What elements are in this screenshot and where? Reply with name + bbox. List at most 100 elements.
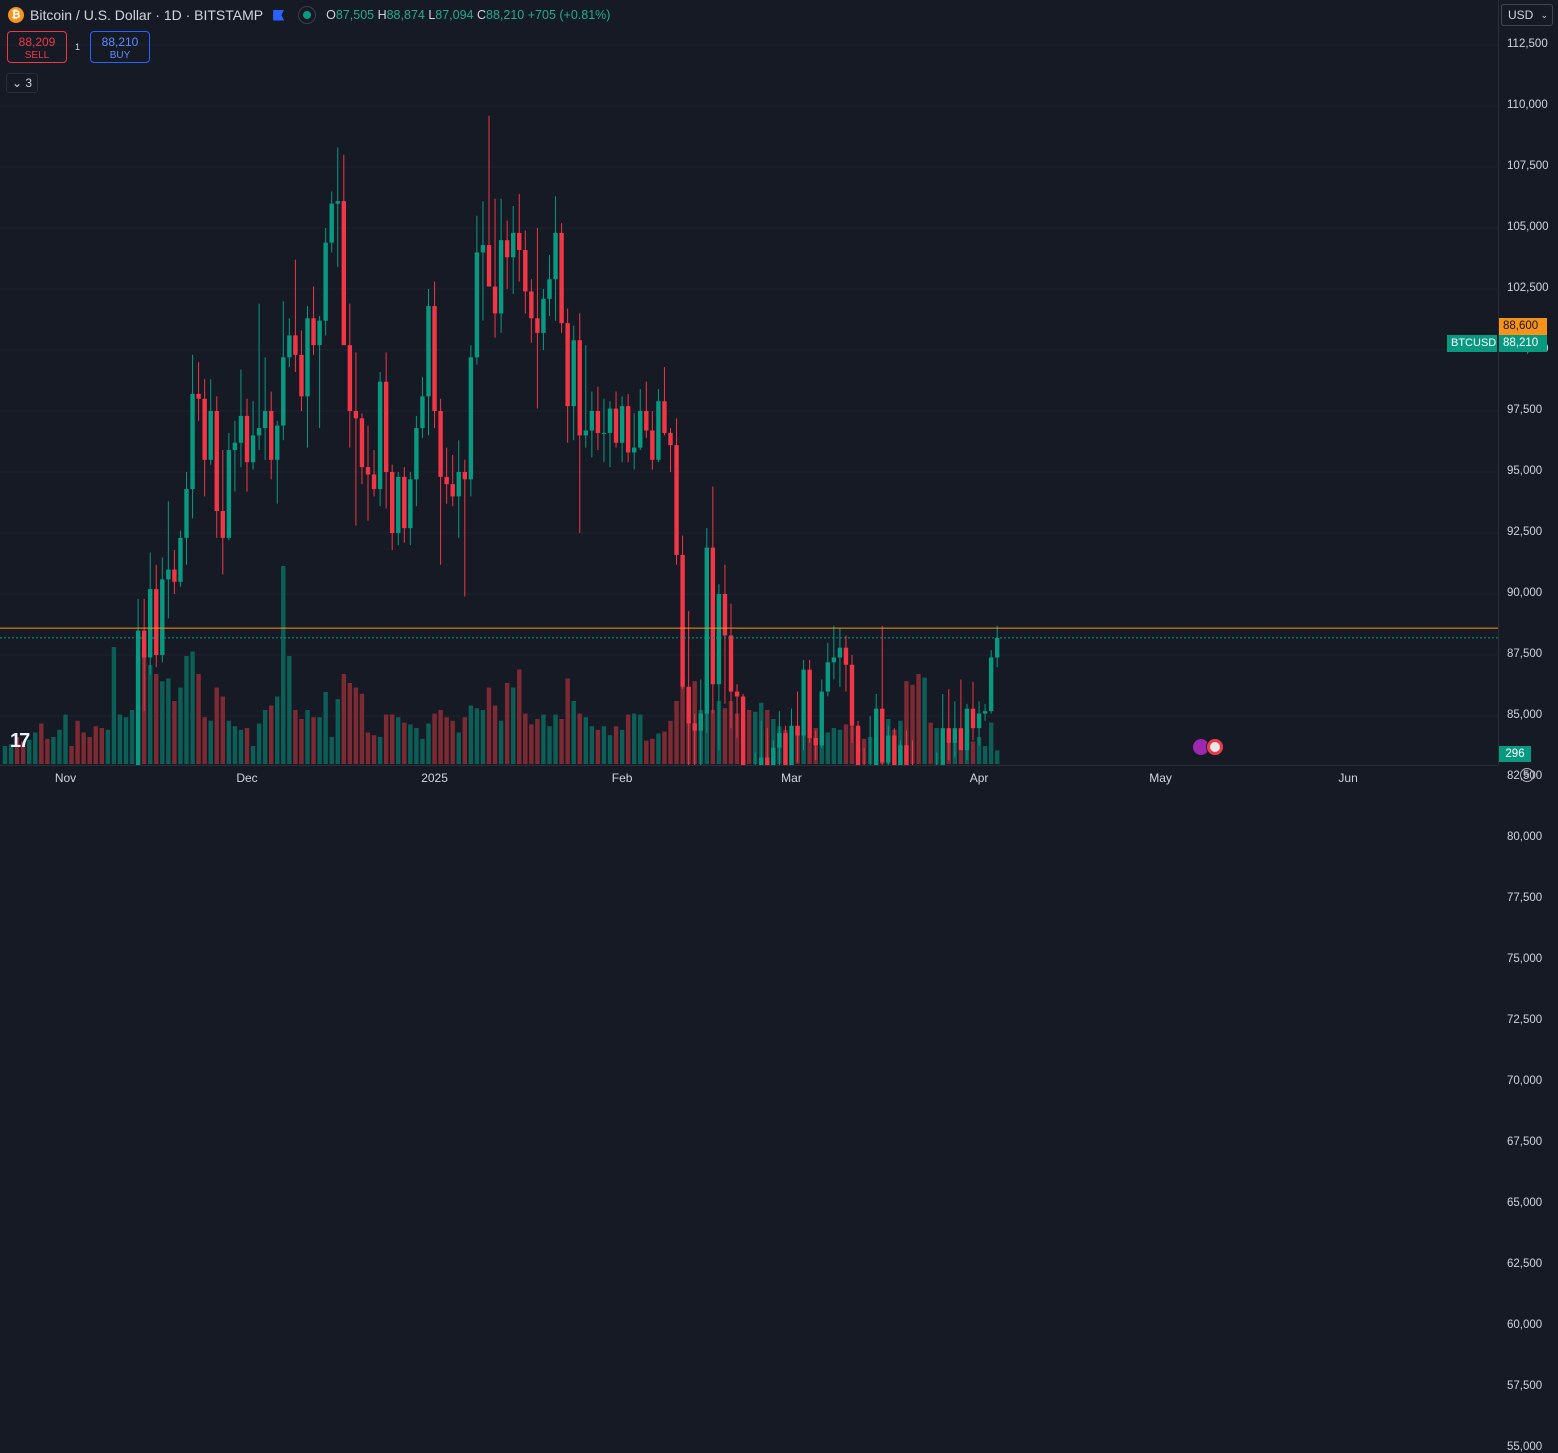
candle-body	[826, 662, 830, 691]
candle-body	[323, 243, 327, 321]
price-tick-label: 62,500	[1507, 1258, 1542, 1270]
volume-bar	[983, 746, 987, 764]
volume-bar	[656, 733, 660, 764]
indicators-collapse-button[interactable]: ⌄ 3	[6, 73, 38, 93]
alert-price-tag[interactable]: 88,600	[1499, 318, 1547, 335]
flag-icon[interactable]	[273, 10, 284, 21]
candle-body	[336, 201, 340, 203]
volume-bar	[402, 723, 406, 764]
candle-body	[578, 340, 582, 435]
us-flag-icon[interactable]	[1206, 738, 1224, 756]
candle-body	[620, 406, 624, 443]
candle-body	[317, 321, 321, 345]
price-chart[interactable]	[0, 0, 1498, 765]
volume-bar	[650, 739, 654, 764]
buy-button[interactable]: 88,210 BUY	[90, 31, 150, 63]
volume-bar	[275, 697, 279, 765]
volume-bar	[69, 746, 73, 764]
candle-body	[535, 318, 539, 333]
price-tick-label: 67,500	[1507, 1136, 1542, 1148]
candle-body	[190, 394, 194, 489]
volume-bar	[529, 724, 533, 764]
volume-bar	[711, 710, 715, 764]
candle-body	[971, 709, 975, 729]
volume-bar	[505, 683, 509, 764]
candle-body	[850, 665, 854, 726]
candle-body	[584, 431, 588, 436]
time-tick-label: May	[1149, 771, 1172, 785]
price-tick-label: 75,000	[1507, 953, 1542, 965]
volume-bar	[293, 710, 297, 764]
volume-bar	[63, 715, 67, 765]
candle-body	[378, 382, 382, 489]
candle-body	[801, 670, 805, 736]
candle-body	[330, 204, 334, 243]
spread-value: 1	[75, 42, 80, 52]
volume-bar	[632, 714, 636, 764]
symbol-title[interactable]: Bitcoin / U.S. Dollar · 1D · BITSTAMP	[30, 7, 263, 23]
volume-bar	[190, 652, 194, 765]
candle-body	[832, 657, 836, 662]
candle-body	[735, 692, 739, 697]
volume-bar	[233, 726, 237, 764]
volume-bar	[354, 688, 358, 765]
candle-body	[402, 477, 406, 528]
price-tick-label: 80,000	[1507, 831, 1542, 843]
price-tick-label: 112,500	[1507, 38, 1548, 50]
candle-body	[977, 714, 981, 729]
volume-bar	[469, 706, 473, 765]
volume-bar	[112, 647, 116, 764]
candle-body	[299, 355, 303, 396]
volume-bar	[680, 678, 684, 764]
volume-bar	[366, 733, 370, 765]
candle-body	[680, 555, 684, 687]
volume-bar	[323, 692, 327, 764]
volume-bar	[196, 674, 200, 764]
volume-bar	[172, 701, 176, 764]
candle-body	[995, 638, 999, 658]
candle-body	[523, 250, 527, 291]
volume-bar	[378, 737, 382, 764]
candle-body	[602, 433, 606, 434]
candle-body	[814, 738, 818, 745]
candle-body	[693, 723, 697, 730]
candle-body	[777, 733, 781, 748]
candle-body	[269, 411, 273, 460]
candle-body	[372, 474, 376, 489]
volume-bar	[263, 710, 267, 764]
volume-bar	[100, 728, 104, 764]
market-status-icon[interactable]	[298, 6, 316, 24]
candle-body	[820, 692, 824, 746]
candle-body	[614, 409, 618, 443]
candle-body	[844, 648, 848, 665]
price-tick-label: 65,000	[1507, 1197, 1542, 1209]
price-tick-label: 57,500	[1507, 1380, 1542, 1392]
candle-body	[287, 335, 291, 357]
volume-bar	[620, 730, 624, 764]
candle-body	[874, 709, 878, 765]
candle-body	[463, 472, 467, 479]
currency-selector[interactable]: USD ⌄	[1501, 4, 1553, 26]
news-icons[interactable]	[1196, 738, 1224, 756]
settings-icon[interactable]	[1520, 768, 1534, 782]
candle-body	[384, 382, 388, 472]
candle-body	[245, 416, 249, 462]
candle-body	[596, 411, 600, 433]
candle-body	[457, 472, 461, 496]
candle-body	[838, 648, 842, 658]
tradingview-logo[interactable]: 17	[10, 730, 28, 753]
candle-body	[281, 357, 285, 425]
candle-body	[451, 484, 455, 496]
candle-body	[662, 401, 666, 433]
price-axis[interactable]: 112,500110,000107,500105,000102,500100,0…	[1498, 0, 1558, 765]
volume-bar	[481, 710, 485, 764]
volume-bar	[922, 678, 926, 764]
candle-body	[644, 411, 648, 431]
sell-button[interactable]: 88,209 SELL	[7, 31, 67, 63]
volume-bar	[838, 730, 842, 764]
candle-body	[293, 335, 297, 355]
volume-bar	[451, 721, 455, 764]
candle-body	[414, 428, 418, 479]
volume-bar	[989, 723, 993, 764]
